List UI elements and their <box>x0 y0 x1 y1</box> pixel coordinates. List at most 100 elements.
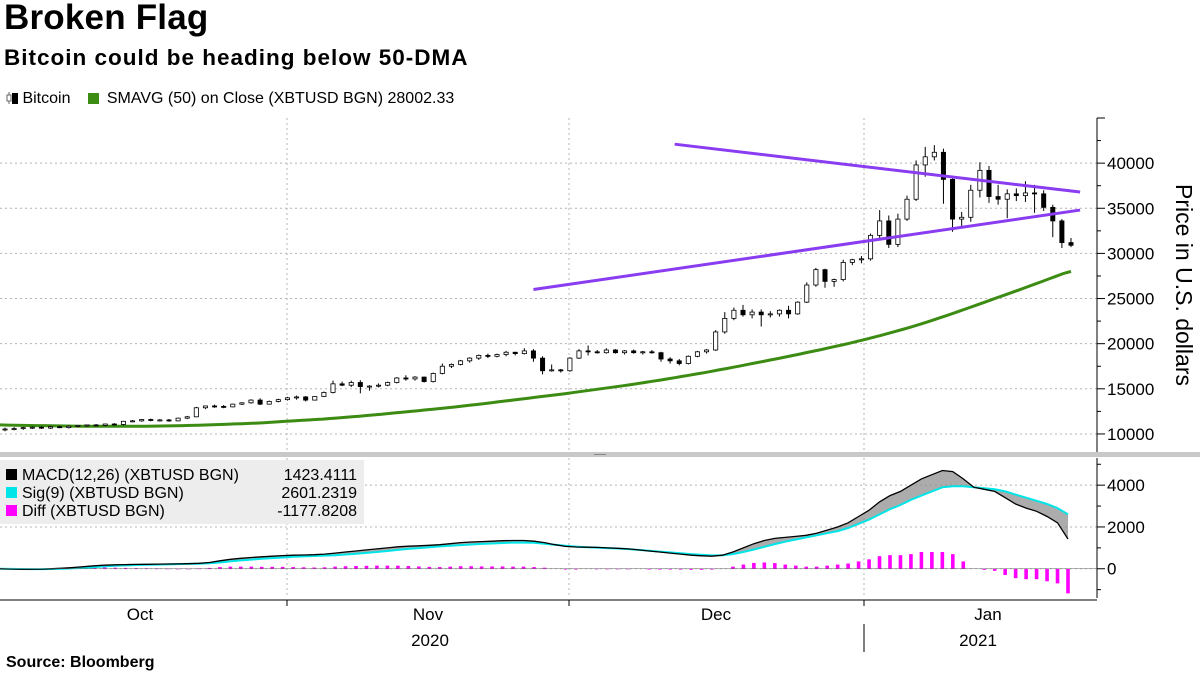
diff-bar <box>961 561 966 569</box>
macd-line <box>0 469 1069 570</box>
diff-bar <box>312 567 316 569</box>
candle-up <box>175 417 181 422</box>
candle-down <box>421 376 427 382</box>
candle-up <box>157 419 163 422</box>
candle-legend-icon <box>6 91 18 104</box>
candle-up <box>1022 192 1028 197</box>
candle-down <box>612 349 618 354</box>
candle-down <box>1059 220 1065 243</box>
diff-bar <box>888 555 892 569</box>
candle-up <box>458 360 464 365</box>
diff-bar <box>301 567 306 569</box>
diff-bar <box>396 565 400 569</box>
diff-bar <box>343 566 348 569</box>
candle-up <box>48 426 54 429</box>
candle-up <box>731 309 737 319</box>
diff-bar <box>280 566 285 569</box>
candle-up <box>11 428 17 430</box>
candle-up <box>931 151 937 158</box>
candle-up <box>895 218 901 245</box>
candle-up <box>376 384 382 387</box>
candle-up <box>439 365 445 374</box>
candle-down <box>631 350 637 354</box>
macd-legend-box <box>0 460 364 524</box>
macd-legend-swatch <box>6 469 17 480</box>
candle-up <box>394 377 400 383</box>
diff-bar <box>689 568 693 570</box>
candle-up <box>622 350 628 354</box>
candle-up <box>84 424 90 427</box>
candle-down <box>57 426 63 429</box>
price-tick-label: 30000 <box>1107 244 1154 263</box>
macd-legend-swatch <box>6 505 17 516</box>
candle-down <box>822 269 828 282</box>
candle-up <box>576 350 582 359</box>
candle-up <box>840 262 846 280</box>
candle-up <box>813 269 819 286</box>
x-month-label: Jan <box>974 605 1001 624</box>
diff-bar <box>385 565 390 569</box>
candle-up <box>831 279 837 282</box>
candle-down <box>667 358 673 362</box>
candle-up <box>184 416 190 419</box>
candle-up <box>75 424 81 427</box>
diff-bar <box>354 566 358 569</box>
diff-bar <box>437 567 442 569</box>
candle-up <box>858 258 864 261</box>
diff-bar <box>417 566 421 569</box>
diff-bar <box>982 568 987 570</box>
diff-bar <box>1045 568 1049 582</box>
sma-legend-label: SMAVG (50) on Close (XBTUSD BGN) 28002.3… <box>106 90 455 107</box>
candle-down <box>558 369 564 372</box>
candle-up <box>685 355 691 364</box>
candle-up <box>877 220 883 236</box>
candle-up <box>713 331 719 351</box>
candle-down <box>940 151 946 180</box>
diff-bar <box>992 568 997 571</box>
diff-bar <box>500 566 505 569</box>
source-note: Source: Bloomberg <box>6 654 155 671</box>
diff-bar <box>909 554 913 569</box>
diff-bar <box>218 567 222 569</box>
candle-up <box>795 301 801 315</box>
diff-bar <box>1024 568 1028 580</box>
macd-legend-name: Sig(9) (XBTUSD BGN) <box>22 485 184 502</box>
price-tick-label: 35000 <box>1107 199 1154 218</box>
candle-down <box>886 220 892 245</box>
diff-bar <box>930 552 934 569</box>
diff-bar <box>291 567 295 569</box>
diff-bar <box>511 566 515 569</box>
diff-bar <box>867 559 871 569</box>
diff-bar <box>919 552 924 569</box>
candle-up <box>266 401 272 405</box>
diff-bar <box>458 566 463 569</box>
diff-bar <box>490 566 494 569</box>
diff-bar <box>699 568 704 570</box>
candle-up <box>904 198 910 220</box>
candle-up <box>503 351 509 355</box>
flag-upper-line <box>674 142 1081 194</box>
candle-up <box>776 309 782 315</box>
candle-down <box>148 419 154 421</box>
candle-up <box>230 403 236 408</box>
candle-down <box>111 423 117 426</box>
candle-up <box>239 402 245 405</box>
macd-legend-swatch <box>6 487 17 498</box>
candle-up <box>603 349 609 354</box>
candle-up <box>476 355 482 359</box>
candle-down <box>339 383 345 386</box>
x-year-label: 2021 <box>959 631 997 650</box>
diff-bar <box>92 567 97 569</box>
candle-up <box>193 407 199 418</box>
flag-lower-line <box>533 208 1081 291</box>
candle-up <box>467 357 473 362</box>
candle-down <box>166 419 172 422</box>
candle-down <box>357 382 363 387</box>
candle-up <box>284 397 290 401</box>
diff-bar <box>1003 568 1007 576</box>
candle-down <box>303 396 309 401</box>
candle-up <box>694 351 700 357</box>
diff-bar <box>783 564 788 569</box>
candle-up <box>294 396 300 399</box>
